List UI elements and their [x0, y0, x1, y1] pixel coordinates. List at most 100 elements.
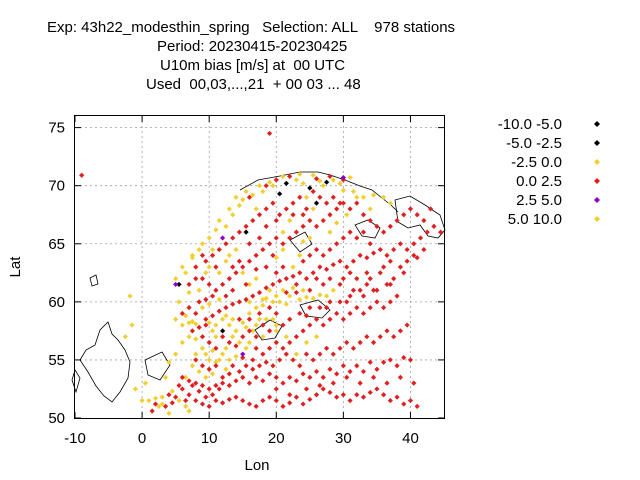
data-point: [330, 287, 336, 293]
data-point: [213, 382, 219, 389]
data-point: [169, 388, 175, 394]
data-point: [223, 223, 229, 229]
data-point: [344, 299, 350, 305]
data-point: [246, 299, 253, 305]
data-point: [173, 276, 179, 282]
data-point: [337, 258, 343, 264]
data-point: [193, 276, 199, 282]
data-point: [313, 334, 320, 340]
data-point: [297, 194, 303, 200]
data-point: [354, 305, 360, 311]
data-point: [193, 380, 199, 386]
data-point: [310, 206, 316, 212]
data-point: [253, 334, 259, 340]
data-point: [357, 380, 363, 386]
data-point: [397, 328, 403, 334]
data-point: [260, 296, 266, 303]
data-point: [216, 357, 222, 363]
data-point: [176, 382, 182, 389]
data-point: [260, 246, 266, 253]
data-point: [414, 255, 420, 261]
data-point: [313, 276, 320, 282]
data-point: [364, 281, 370, 288]
data-point: [277, 299, 283, 305]
data-point: [307, 305, 313, 311]
data-point: [183, 313, 189, 319]
data-point: [404, 322, 410, 328]
data-point: [320, 183, 326, 189]
data-point: [381, 194, 387, 200]
data-point: [287, 293, 293, 299]
data-point: [367, 305, 373, 311]
data-point: [397, 241, 403, 247]
data-point: [287, 392, 293, 398]
data-point: [421, 246, 427, 253]
data-point: [216, 217, 222, 224]
data-point: [287, 217, 293, 224]
data-point: [203, 394, 209, 400]
data-point: [387, 223, 393, 229]
data-point: [357, 252, 363, 258]
data-point: [337, 180, 343, 186]
data-point: [233, 353, 239, 360]
data-point: [330, 177, 336, 183]
data-point: [287, 235, 293, 241]
data-point: [186, 320, 192, 326]
data-point: [273, 217, 279, 224]
data-point: [206, 264, 212, 270]
data-point: [381, 305, 387, 311]
data-point: [183, 403, 189, 409]
data-point: [293, 334, 299, 340]
data-point: [209, 313, 216, 319]
data-point: [307, 396, 313, 403]
data-point: [340, 174, 346, 181]
data-point: [313, 223, 320, 229]
data-point: [173, 351, 179, 357]
data-point: [162, 403, 169, 409]
data-point: [317, 382, 323, 389]
data-point: [427, 206, 434, 212]
data-point: [313, 368, 320, 375]
data-point: [199, 276, 206, 282]
data-point: [186, 305, 192, 311]
data-point: [250, 192, 256, 198]
data-point: [347, 270, 353, 276]
data-point: [300, 180, 306, 186]
data-point: [280, 241, 286, 247]
data-point: [220, 351, 226, 357]
data-point: [300, 401, 306, 407]
data-point: [176, 299, 182, 305]
data-point: [196, 388, 202, 394]
data-point: [300, 258, 306, 264]
data-point: [307, 374, 313, 380]
data-point: [303, 351, 310, 357]
data-point: [253, 305, 259, 311]
data-point: [364, 270, 370, 276]
data-point: [196, 246, 202, 253]
data-point: [240, 351, 246, 357]
data-point: [256, 310, 263, 317]
y-axis-label: Lat: [7, 256, 24, 278]
data-point: [401, 401, 407, 407]
data-point: [297, 252, 303, 258]
data-point: [277, 191, 283, 197]
data-point: [220, 334, 226, 340]
data-point: [270, 363, 276, 369]
data-point: [313, 246, 320, 253]
data-point: [236, 368, 242, 375]
data-point: [300, 223, 306, 229]
legend-marker: [594, 178, 600, 184]
data-point: [303, 339, 310, 346]
data-point: [280, 345, 286, 351]
data-point: [233, 378, 239, 384]
data-point: [313, 392, 320, 398]
data-point: [411, 380, 417, 386]
legend-label: 2.5 5.0: [516, 192, 562, 209]
data-point: [243, 281, 249, 288]
data-point: [330, 262, 336, 268]
data-point: [310, 188, 316, 195]
data-point: [290, 357, 296, 363]
data-point: [270, 252, 276, 258]
data-point: [206, 235, 212, 241]
